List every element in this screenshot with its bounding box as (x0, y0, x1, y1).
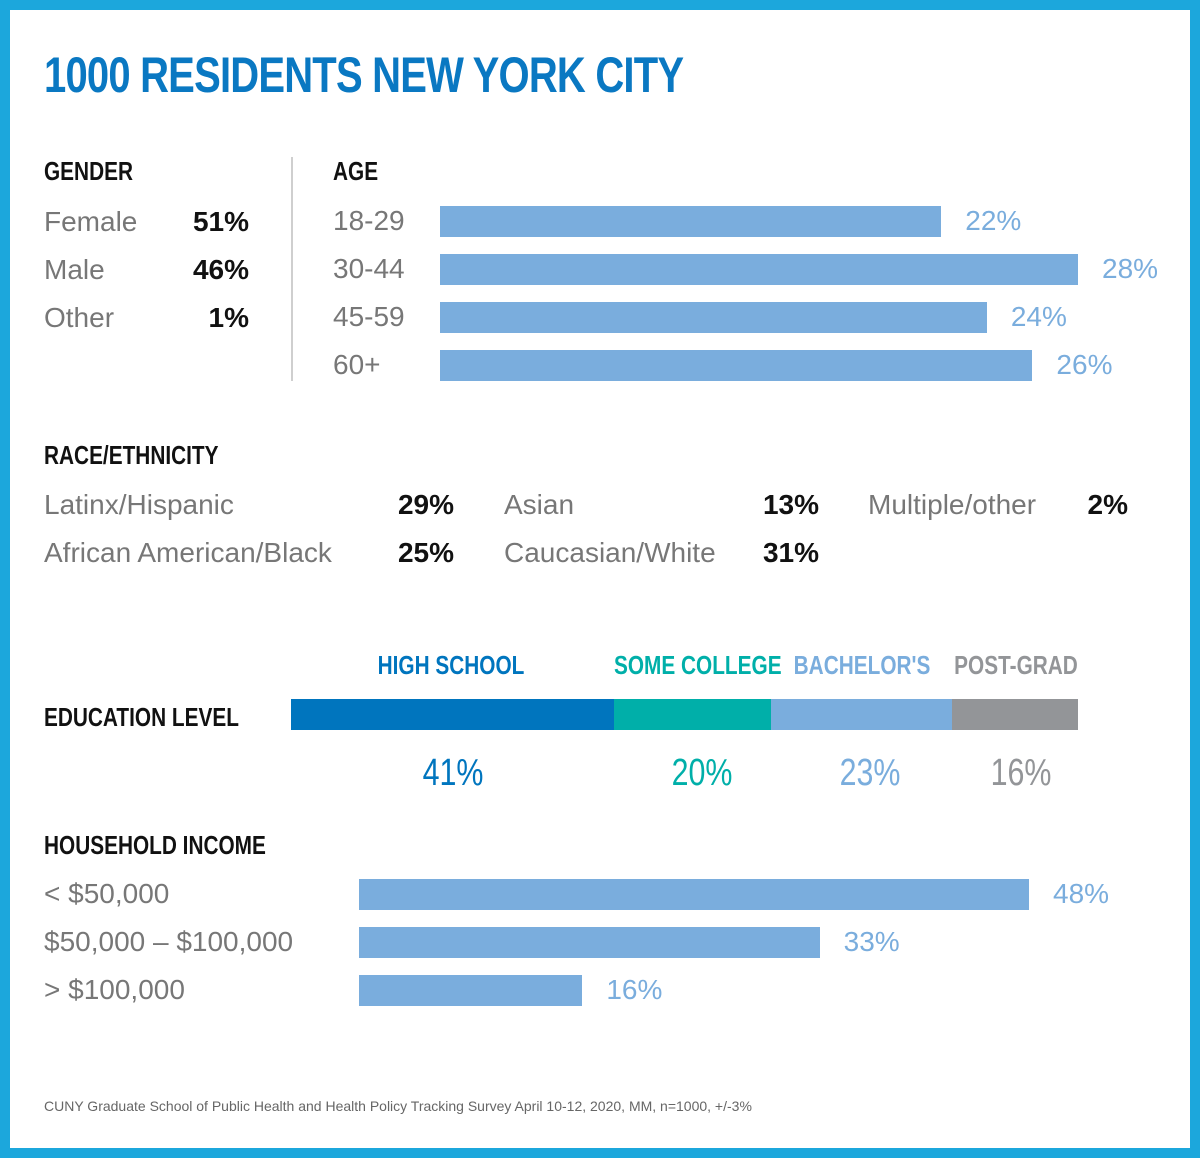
race-value-white: 31% (762, 537, 819, 568)
gender-label-male: Male (44, 254, 105, 285)
race-heading: RACE/ETHNICITY (44, 440, 219, 470)
age-label: 45-59 (333, 301, 405, 332)
education-segment (613, 699, 772, 730)
age-label: 30-44 (333, 253, 405, 284)
race-value-black: 25% (397, 537, 454, 568)
income-value-label: 16% (606, 974, 663, 1005)
age-heading: AGE (333, 156, 379, 186)
gender-value-other: 1% (208, 302, 249, 333)
education-value-label: 16% (990, 752, 1052, 794)
income-value-label: 33% (843, 926, 900, 957)
income-label: > $100,000 (44, 974, 185, 1005)
gender-label-other: Other (44, 302, 115, 333)
education-value-label: 23% (839, 752, 901, 794)
education-segment (291, 699, 614, 730)
age-label: 18-29 (333, 205, 405, 236)
race-value-asian: 13% (762, 489, 819, 520)
race-label-latinx: Latinx/Hispanic (44, 489, 234, 520)
education-value-label: 41% (422, 752, 484, 794)
gender-heading: GENDER (44, 156, 133, 186)
income-label: $50,000 – $100,000 (44, 926, 294, 957)
age-value-label: 28% (1102, 253, 1159, 284)
gender-label-female: Female (44, 206, 138, 237)
race-label-white: Caucasian/White (504, 537, 716, 568)
section-divider (291, 157, 293, 381)
age-label: 60+ (333, 349, 381, 380)
age-value-label: 22% (965, 205, 1022, 236)
education-category-label: HIGH SCHOOL (377, 650, 525, 680)
age-bar (440, 302, 987, 333)
education-category-label: SOME COLLEGE (614, 650, 782, 680)
age-value-label: 24% (1010, 301, 1067, 332)
income-bar (359, 879, 1029, 910)
education-segment (952, 699, 1078, 730)
age-bar (440, 350, 1033, 381)
gender-value-male: 46% (192, 254, 249, 285)
race-value-latinx: 29% (397, 489, 454, 520)
gender-value-female: 51% (192, 206, 249, 237)
income-bar (359, 975, 583, 1006)
race-label-multiple: Multiple/other (868, 489, 1037, 520)
income-value-label: 48% (1053, 878, 1110, 909)
income-label: < $50,000 (44, 878, 170, 909)
income-bar (359, 927, 820, 958)
age-bar (440, 206, 942, 237)
education-category-label: BACHELOR'S (793, 650, 931, 680)
income-heading: HOUSEHOLD INCOME (44, 830, 266, 860)
race-label-black: African American/Black (44, 537, 332, 568)
race-label-asian: Asian (504, 489, 575, 520)
race-value-multiple: 2% (1087, 489, 1128, 520)
age-bar (440, 254, 1078, 285)
age-value-label: 26% (1056, 349, 1113, 380)
education-value-label: 20% (671, 752, 733, 794)
page-title: 1000 RESIDENTS NEW YORK CITY (44, 47, 684, 103)
education-heading: EDUCATION LEVEL (44, 702, 239, 732)
education-segment (771, 699, 953, 730)
source-note: CUNY Graduate School of Public Health an… (44, 1098, 752, 1114)
education-category-label: POST-GRAD (954, 650, 1078, 680)
